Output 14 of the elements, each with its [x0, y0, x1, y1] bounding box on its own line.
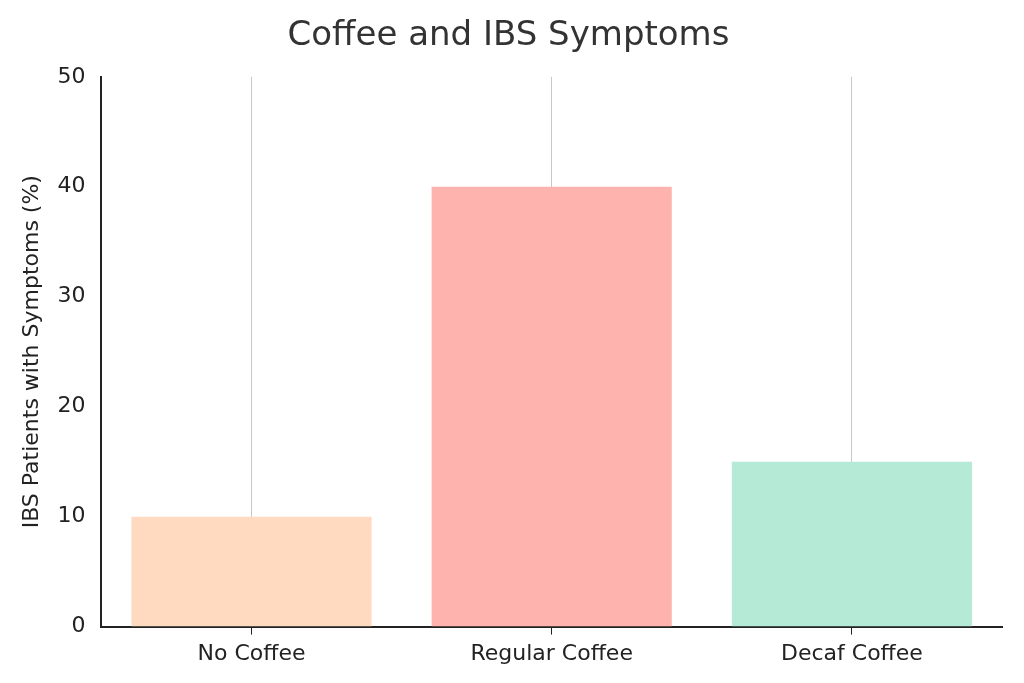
bar: [431, 186, 672, 627]
bar: [731, 461, 972, 627]
y-tick-label: 20: [57, 392, 86, 418]
y-tick-label: 40: [57, 172, 86, 198]
x-tick-label: Regular Coffee: [470, 639, 633, 665]
y-tick-label: 0: [71, 612, 86, 638]
y-tick-label: 30: [57, 282, 86, 308]
y-tick-label: 50: [57, 62, 86, 88]
y-tick-label: 10: [57, 502, 86, 528]
bar: [131, 516, 372, 627]
y-axis-title: IBS Patients with Symptoms (%): [17, 175, 43, 529]
chart-title: Coffee and IBS Symptoms: [287, 13, 730, 54]
x-tick-label: Decaf Coffee: [780, 639, 923, 665]
x-tick-label: No Coffee: [197, 639, 306, 665]
